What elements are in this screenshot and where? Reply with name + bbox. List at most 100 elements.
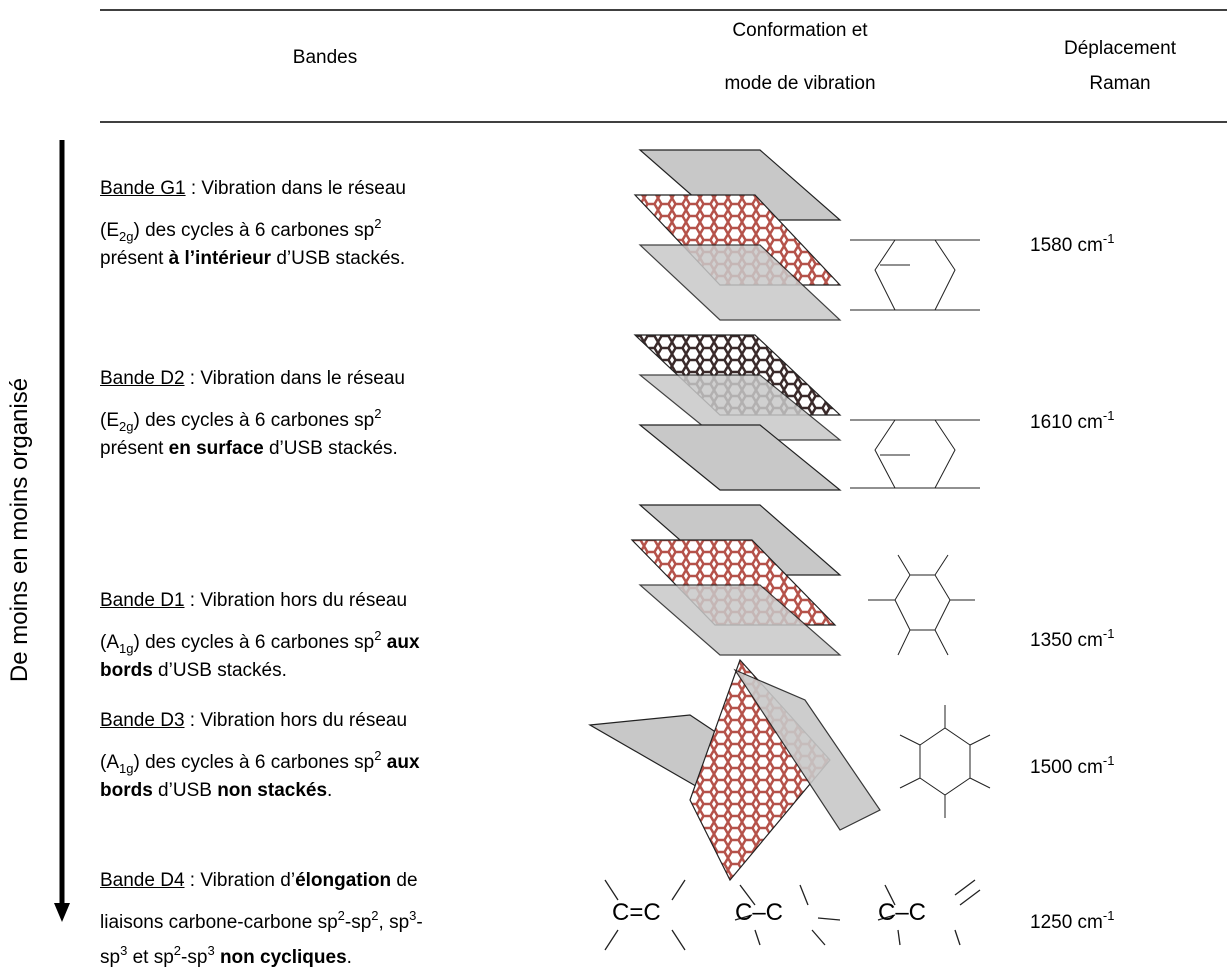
raman-shift: 1250 cm-1 — [1030, 905, 1114, 934]
text-segment: 3 — [120, 943, 128, 958]
text-segment: -1 — [1102, 908, 1115, 923]
text-segment: (E — [100, 410, 119, 431]
text-segment: : Vibration d’ — [184, 870, 296, 891]
text-segment: 1g — [119, 641, 134, 656]
text-segment: présent — [100, 438, 169, 459]
description-line: Bande G1 : Vibration dans le réseau — [100, 178, 406, 200]
description-line: Bande D1 : Vibration hors du réseau — [100, 590, 407, 612]
header-conformation: mode de vibration — [724, 73, 876, 94]
description-line: Bande D2 : Vibration dans le réseau — [100, 368, 405, 390]
text-segment: 2 — [374, 406, 382, 421]
text-segment: 1250 cm — [1030, 912, 1103, 933]
text-segment: 1500 cm — [1030, 757, 1103, 778]
header-conformation: Conformation et — [732, 20, 868, 41]
text-segment: non stackés — [217, 780, 328, 801]
text-segment: -sp — [344, 912, 372, 933]
header-bands: Bandes — [292, 47, 358, 68]
text-segment: -1 — [1102, 753, 1115, 768]
text-segment: -sp — [181, 947, 208, 968]
description-line: bords d’USB non stackés. — [100, 780, 332, 802]
text-segment: bords — [100, 780, 153, 801]
row-2-figure — [633, 334, 980, 491]
band-name: Bande D4 — [100, 870, 185, 891]
description-line: (E2g) des cycles à 6 carbones sp2 — [100, 213, 382, 248]
band-name: Bande D3 — [100, 710, 185, 731]
text-segment: d’USB — [152, 780, 218, 801]
arrow-head — [54, 903, 70, 922]
text-segment: 2 — [374, 748, 382, 763]
text-segment: à l’intérieur — [168, 248, 272, 269]
row-4-figure — [588, 658, 991, 882]
text-segment: , sp — [378, 912, 410, 933]
text-segment: (E — [100, 220, 119, 241]
row-1-figure — [633, 149, 980, 321]
text-segment: liaisons carbone-carbone sp — [100, 912, 338, 933]
row-3-figure — [630, 504, 975, 656]
side-label: De moins en moins organisé — [6, 377, 33, 683]
text-segment: 2 — [374, 216, 382, 231]
text-segment: 2 — [337, 908, 345, 923]
text-segment: : Vibration hors du réseau — [184, 590, 408, 611]
text-segment: 2 — [371, 908, 379, 923]
text-segment: présent — [100, 248, 169, 269]
raman-shift: 1580 cm-1 — [1030, 228, 1114, 257]
text-segment: d’USB stackés. — [263, 438, 398, 459]
description-line: présent en surface d’USB stackés. — [100, 438, 398, 460]
row-5-figure — [604, 879, 981, 951]
text-segment: 3 — [409, 908, 417, 923]
text-segment: -1 — [1102, 408, 1115, 423]
description-line: Bande D4 : Vibration d’élongation de — [100, 870, 418, 892]
description-line: présent à l’intérieur d’USB stackés. — [100, 248, 405, 270]
raman-shift: 1500 cm-1 — [1030, 750, 1114, 779]
text-segment: 3 — [207, 943, 215, 958]
text-segment: 1g — [119, 761, 134, 776]
text-segment: ) des cycles à 6 carbones sp — [133, 632, 375, 653]
text-segment: de — [391, 870, 418, 891]
formula: C–C — [878, 899, 927, 926]
text-segment: . — [346, 947, 352, 968]
description-line: (E2g) des cycles à 6 carbones sp2 — [100, 403, 382, 438]
text-segment: 2g — [119, 229, 134, 244]
header-raman: Déplacement — [1064, 38, 1176, 59]
text-segment: bords — [100, 660, 153, 681]
raman-shift: 1350 cm-1 — [1030, 623, 1114, 652]
text-segment: (A — [100, 632, 119, 653]
text-segment: et sp — [127, 947, 174, 968]
header-raman: Raman — [1089, 73, 1151, 94]
text-segment: aux — [386, 752, 420, 773]
text-segment: -1 — [1102, 231, 1115, 246]
text-segment: 1350 cm — [1030, 630, 1103, 651]
text-segment: 1610 cm — [1030, 412, 1103, 433]
formula: C=C — [612, 899, 661, 926]
text-segment: . — [327, 780, 333, 801]
text-segment: 2 — [173, 943, 182, 958]
text-segment: : Vibration dans le réseau — [184, 368, 405, 389]
text-segment: - — [416, 912, 423, 933]
band-name: Bande D2 — [100, 368, 185, 389]
raman-shift: 1610 cm-1 — [1030, 405, 1114, 434]
description-line: bords d’USB stackés. — [100, 660, 287, 682]
text-segment: : Vibration dans le réseau — [185, 178, 406, 199]
text-segment: en surface — [168, 438, 264, 459]
text-segment: : Vibration hors du réseau — [184, 710, 408, 731]
text-segment: ) des cycles à 6 carbones sp — [133, 410, 375, 431]
text-segment: d’USB stackés. — [152, 660, 287, 681]
band-name: Bande D1 — [100, 590, 185, 611]
text-segment: non cycliques — [219, 947, 347, 968]
text-segment: 2g — [119, 419, 134, 434]
text-segment: 2 — [374, 628, 382, 643]
description-line: liaisons carbone-carbone sp2-sp2, sp3- — [100, 905, 423, 934]
description-line: (A1g) des cycles à 6 carbones sp2 aux — [100, 745, 420, 780]
text-segment: (A — [100, 752, 119, 773]
description-line: Bande D3 : Vibration hors du réseau — [100, 710, 407, 732]
text-segment: aux — [386, 632, 420, 653]
text-segment: ) des cycles à 6 carbones sp — [133, 220, 375, 241]
text-segment: -1 — [1102, 626, 1115, 641]
text-segment: élongation — [295, 870, 392, 891]
description-line: sp3 et sp2-sp3 non cycliques. — [100, 940, 352, 969]
text-segment: 1580 cm — [1030, 235, 1103, 256]
description-line: (A1g) des cycles à 6 carbones sp2 aux — [100, 625, 420, 660]
text-segment: d’USB stackés. — [271, 248, 406, 269]
